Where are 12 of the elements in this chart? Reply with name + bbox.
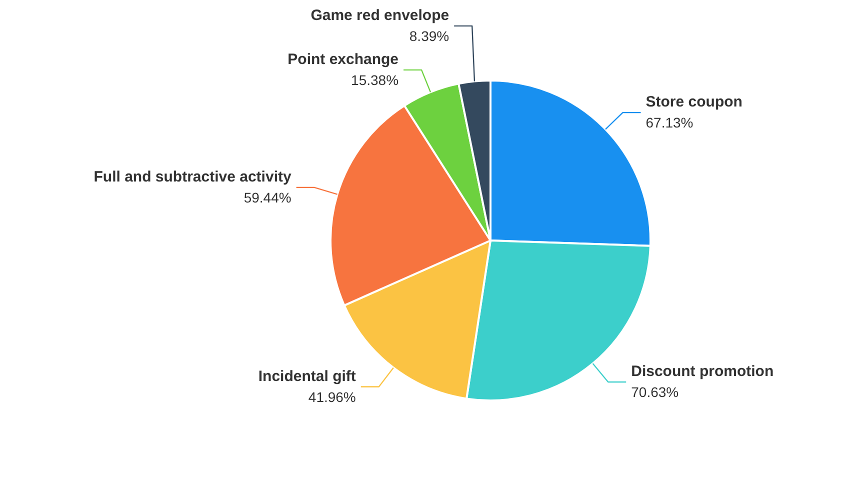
slice-label: Incidental gift <box>258 368 356 385</box>
slice-label: Store coupon <box>646 94 742 111</box>
data-label: 41.96% <box>308 388 356 405</box>
slice-label: Game red envelope <box>310 6 450 24</box>
data-label: 70.63% <box>631 384 679 400</box>
slice-label: Full and subtractive activity <box>94 168 292 186</box>
data-label: 15.38% <box>351 72 399 88</box>
data-label: 8.39% <box>409 28 450 44</box>
slice-label: Point exchange <box>288 50 399 68</box>
data-label: 67.13% <box>646 114 694 131</box>
slice-label: Discount promotion <box>631 363 774 380</box>
data-label: 59.44% <box>244 189 292 206</box>
